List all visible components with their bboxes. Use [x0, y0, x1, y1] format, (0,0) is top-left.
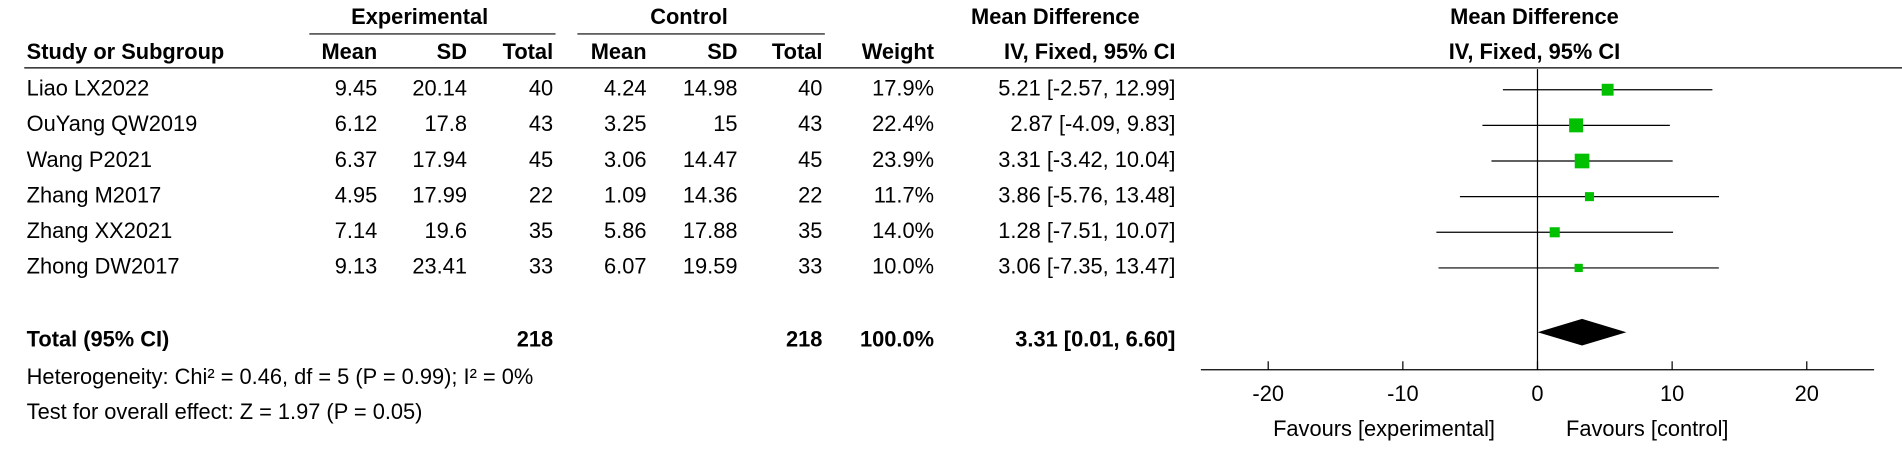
- column-header: Weight: [862, 39, 934, 64]
- cell: 2.87 [-4.09, 9.83]: [1010, 111, 1175, 136]
- cell: 4.95: [335, 182, 377, 207]
- cell: 19.6: [425, 218, 467, 243]
- cell: 45: [798, 147, 822, 172]
- cell: 20.14: [412, 75, 467, 100]
- cell: 22.4%: [872, 111, 934, 136]
- cell: 3.31 [-3.42, 10.04]: [998, 147, 1175, 172]
- group-header: Mean Difference: [1450, 4, 1619, 29]
- x-tick-label: 10: [1660, 381, 1684, 406]
- cell: 33: [798, 254, 822, 279]
- summary-diamond: [1537, 318, 1627, 346]
- group-header: Mean Difference: [971, 4, 1140, 29]
- cell: 23.41: [412, 254, 467, 279]
- point-estimate: [1601, 83, 1614, 96]
- column-header: Mean: [321, 39, 377, 64]
- column-header: IV, Fixed, 95% CI: [1449, 39, 1620, 64]
- cell: 15: [713, 111, 737, 136]
- cell: 5.86: [604, 218, 646, 243]
- cell: 17.9%: [872, 75, 934, 100]
- cell: 4.24: [604, 75, 646, 100]
- overall-effect: Test for overall effect: Z = 1.97 (P = 0…: [27, 399, 423, 424]
- study-name: Zhong DW2017: [27, 254, 180, 279]
- cell: 3.06: [604, 147, 646, 172]
- cell: 3.06 [-7.35, 13.47]: [998, 254, 1175, 279]
- cell: 17.99: [412, 182, 467, 207]
- cell: 11.7%: [874, 182, 934, 207]
- cell: 3.86 [-5.76, 13.48]: [998, 182, 1175, 207]
- point-estimate: [1569, 118, 1584, 133]
- cell: 6.12: [335, 111, 377, 136]
- cell: 6.37: [335, 147, 377, 172]
- x-tick-label: -20: [1252, 381, 1284, 406]
- column-header: Total: [503, 39, 553, 64]
- total-cell: 218: [786, 326, 822, 351]
- cell: 14.47: [683, 147, 738, 172]
- column-header: SD: [707, 39, 737, 64]
- cell: 17.94: [412, 147, 467, 172]
- favours-right: Favours [control]: [1566, 416, 1728, 441]
- cell: 19.59: [683, 254, 738, 279]
- point-estimate: [1574, 263, 1583, 273]
- total-cell: 100.0%: [860, 326, 934, 351]
- cell: 3.25: [604, 111, 646, 136]
- cell: 35: [529, 218, 553, 243]
- cell: 35: [798, 218, 822, 243]
- column-header: Total: [772, 39, 822, 64]
- cell: 22: [529, 182, 553, 207]
- cell: 7.14: [335, 218, 377, 243]
- study-name: Zhang XX2021: [27, 218, 173, 243]
- cell: 6.07: [604, 254, 646, 279]
- x-tick-label: -10: [1387, 381, 1419, 406]
- point-estimate: [1574, 153, 1590, 169]
- cell: 1.28 [-7.51, 10.07]: [998, 218, 1175, 243]
- study-name: Wang P2021: [27, 147, 152, 172]
- cell: 43: [798, 111, 822, 136]
- cell: 5.21 [-2.57, 12.99]: [998, 75, 1175, 100]
- cell: 9.45: [335, 75, 377, 100]
- cell: 17.8: [425, 111, 467, 136]
- total-cell: 3.31 [0.01, 6.60]: [1015, 326, 1175, 351]
- heterogeneity: Heterogeneity: Chi² = 0.46, df = 5 (P = …: [27, 364, 534, 389]
- cell: 43: [529, 111, 553, 136]
- column-header: Study or Subgroup: [27, 39, 225, 64]
- cell: 14.98: [683, 75, 738, 100]
- cell: 40: [529, 75, 553, 100]
- cell: 1.09: [604, 182, 646, 207]
- cell: 10.0%: [872, 254, 934, 279]
- cell: 22: [798, 182, 822, 207]
- x-tick-label: 0: [1531, 381, 1543, 406]
- total-name: Total (95% CI): [27, 326, 170, 351]
- cell: 17.88: [683, 218, 738, 243]
- group-header: Control: [650, 4, 728, 29]
- point-estimate: [1549, 227, 1560, 238]
- study-name: OuYang QW2019: [27, 111, 198, 136]
- column-header: IV, Fixed, 95% CI: [1004, 39, 1175, 64]
- cell: 14.36: [683, 182, 738, 207]
- column-header: Mean: [591, 39, 647, 64]
- cell: 23.9%: [872, 147, 934, 172]
- group-header: Experimental: [351, 4, 488, 29]
- cell: 14.0%: [872, 218, 934, 243]
- study-name: Zhang M2017: [27, 182, 162, 207]
- x-tick-label: 20: [1795, 381, 1819, 406]
- cell: 45: [529, 147, 553, 172]
- point-estimate: [1584, 192, 1594, 202]
- study-name: Liao LX2022: [27, 75, 150, 100]
- favours-left: Favours [experimental]: [1273, 416, 1495, 441]
- total-cell: 218: [517, 326, 553, 351]
- column-header: SD: [437, 39, 467, 64]
- cell: 33: [529, 254, 553, 279]
- cell: 40: [798, 75, 822, 100]
- cell: 9.13: [335, 254, 377, 279]
